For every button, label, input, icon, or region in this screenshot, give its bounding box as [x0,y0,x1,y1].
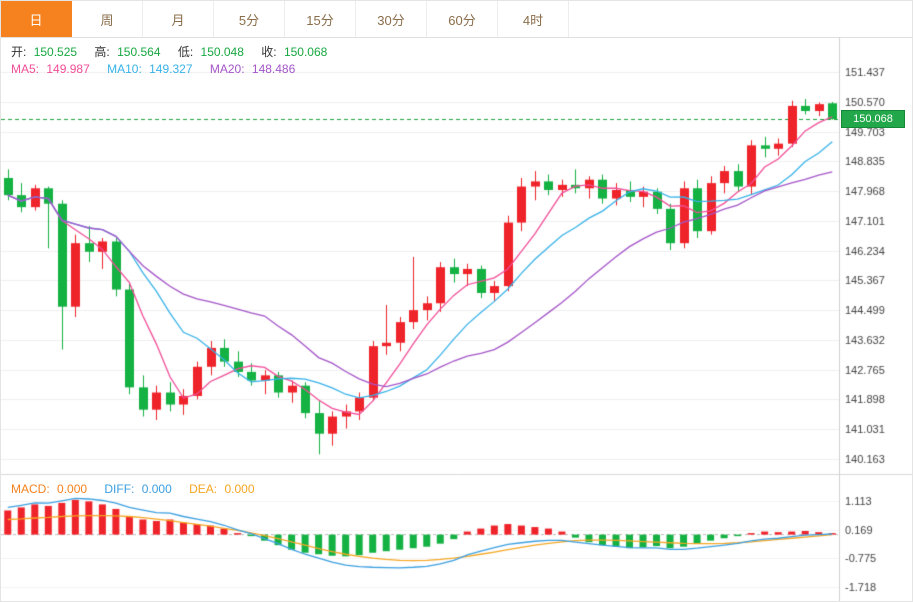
diff-label: DIFF: [104,482,135,496]
macd-info-row: MACD: 0.000 DIFF: 0.000 DEA: 0.000 [11,482,259,496]
timeframe-tabbar: 日 周 月 5分 15分 30分 60分 4时 [1,1,912,38]
ma10-label: MA10: [107,62,142,76]
open-value: 150.525 [33,45,78,59]
ma20-label: MA20: [209,62,245,76]
macd-label: MACD: [11,482,50,496]
ma5-label: MA5: [11,62,40,76]
tab-4hour[interactable]: 4时 [498,1,569,37]
dea-label: DEA: [189,482,218,496]
ohlc-info-row: 开: 150.525 高: 150.564 低: 150.048 收: 150.… [11,43,331,60]
tab-15min[interactable]: 15分 [285,1,356,37]
tab-week[interactable]: 周 [72,1,143,37]
close-value: 150.068 [283,45,328,59]
high-value: 150.564 [117,45,161,59]
last-price-badge: 150.068 [841,109,905,128]
tab-5min[interactable]: 5分 [214,1,285,37]
close-label: 收: [261,45,277,59]
dea-value: 0.000 [224,482,255,496]
ma10-value: 149.327 [149,62,193,76]
low-value: 150.048 [200,45,244,59]
tab-60min[interactable]: 60分 [427,1,498,37]
ma20-value: 148.486 [251,62,296,76]
tab-month[interactable]: 月 [143,1,214,37]
candlestick-chart-canvas[interactable] [1,37,912,601]
tab-30min[interactable]: 30分 [356,1,427,37]
low-label: 低: [177,45,194,59]
ma-info-row: MA5: 149.987 MA10: 149.327 MA20: 148.486 [11,62,299,76]
open-label: 开: [11,45,27,59]
ma5-value: 149.987 [46,62,90,76]
diff-value: 0.000 [141,482,172,496]
high-label: 高: [94,45,110,59]
tab-day[interactable]: 日 [1,1,72,37]
macd-value: 0.000 [57,482,88,496]
